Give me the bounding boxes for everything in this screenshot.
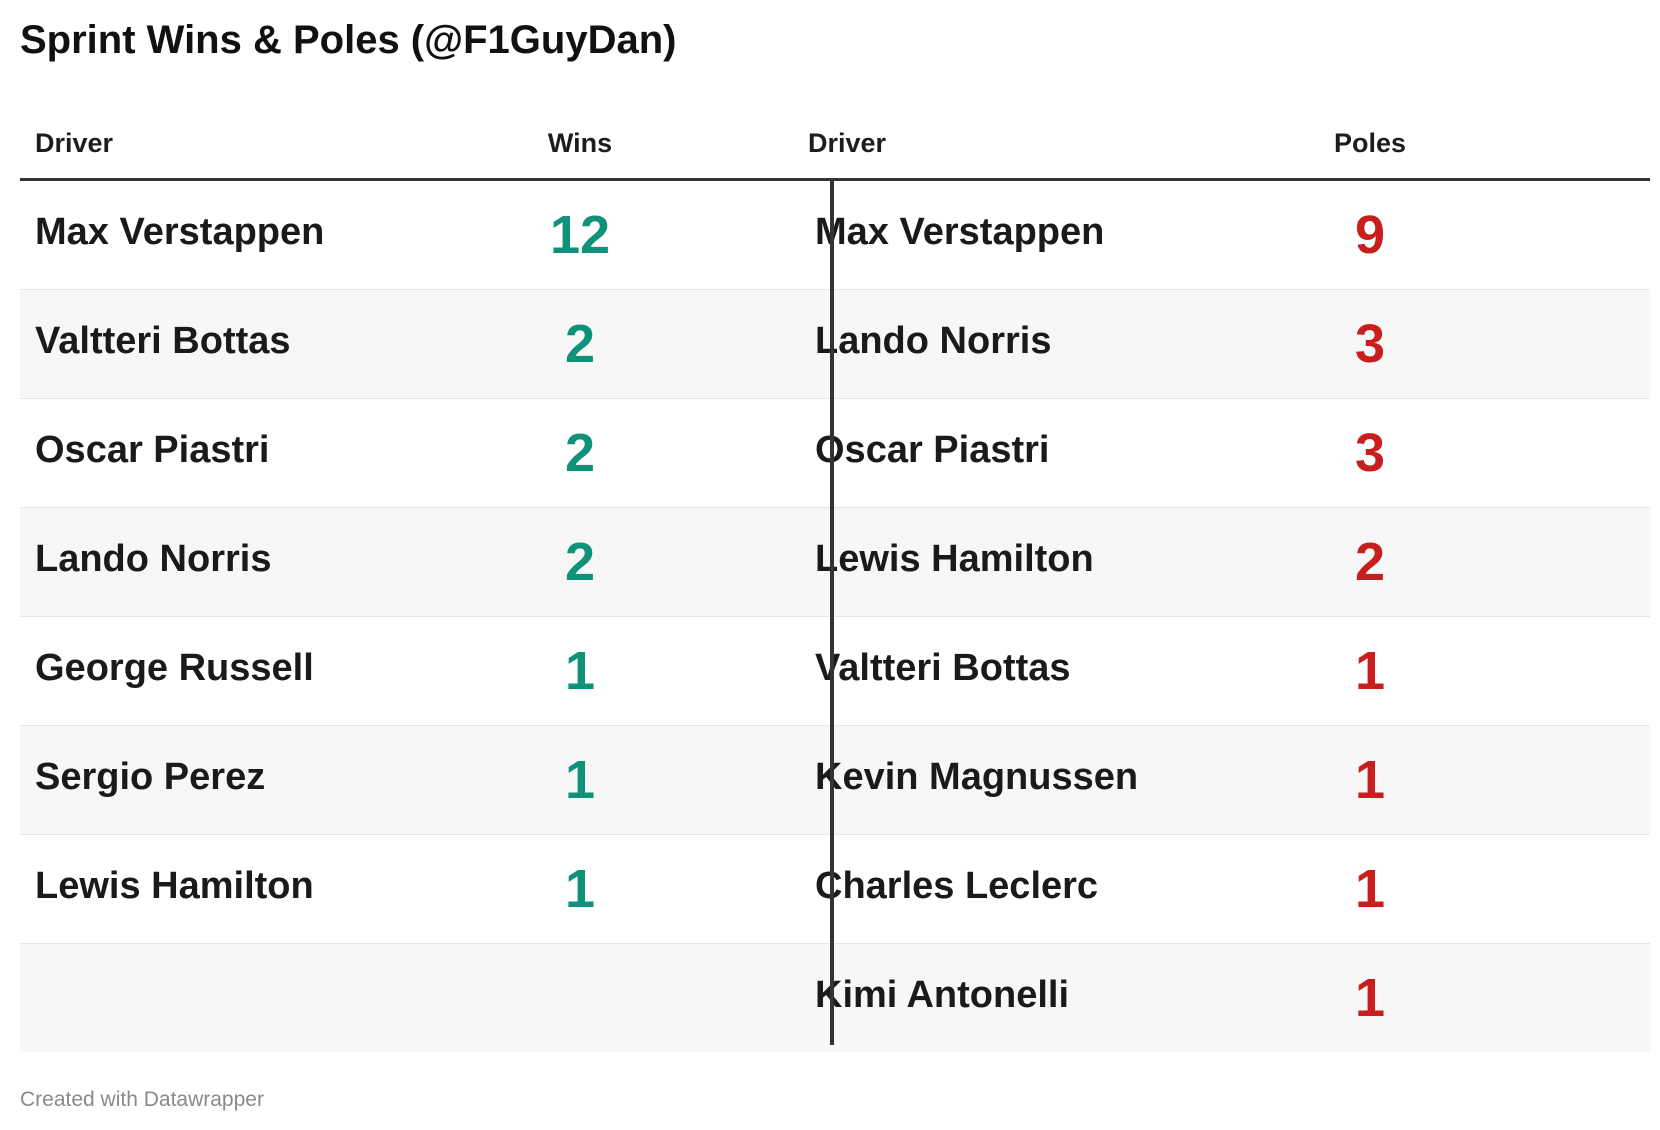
table-row: Kimi Antonelli 1 bbox=[20, 944, 1650, 1052]
poles-value: 3 bbox=[1354, 423, 1386, 483]
column-divider bbox=[830, 181, 834, 1045]
pole-driver-name: Oscar Piastri bbox=[815, 429, 1050, 471]
pole-driver-name: Lando Norris bbox=[815, 320, 1052, 362]
table-row: Sergio Perez 1 Kevin Magnussen 1 bbox=[20, 726, 1650, 835]
wins-value: 12 bbox=[549, 205, 611, 265]
header-left-driver: Driver bbox=[35, 128, 114, 158]
header-poles: Poles bbox=[1333, 128, 1407, 158]
win-driver-name: Lando Norris bbox=[35, 538, 272, 580]
wins-value: 1 bbox=[564, 750, 596, 810]
win-driver-name: Sergio Perez bbox=[35, 756, 266, 798]
poles-value: 9 bbox=[1354, 205, 1386, 265]
wins-value: 2 bbox=[564, 314, 596, 374]
poles-value: 3 bbox=[1354, 314, 1386, 374]
win-driver-name: Lewis Hamilton bbox=[35, 865, 314, 907]
win-driver-name: Max Verstappen bbox=[35, 211, 325, 253]
table-header: Driver Wins Driver Poles bbox=[20, 110, 1650, 181]
pole-driver-name: Lewis Hamilton bbox=[815, 538, 1094, 580]
table-row: Lando Norris 2 Lewis Hamilton 2 bbox=[20, 508, 1650, 617]
win-driver-name: Oscar Piastri bbox=[35, 429, 270, 471]
footer-credit: Created with Datawrapper bbox=[20, 1088, 264, 1111]
wins-value: 1 bbox=[564, 641, 596, 701]
results-table: Driver Wins Driver Poles Max Verstappen 1… bbox=[20, 110, 1650, 1052]
header-wins: Wins bbox=[547, 128, 613, 158]
poles-value: 1 bbox=[1354, 750, 1386, 810]
poles-value: 2 bbox=[1354, 532, 1386, 592]
header-right-driver: Driver bbox=[808, 128, 887, 158]
wins-value: 2 bbox=[564, 423, 596, 483]
chart-title: Sprint Wins & Poles (@F1GuyDan) bbox=[20, 18, 677, 62]
pole-driver-name: Max Verstappen bbox=[815, 211, 1105, 253]
wins-value: 1 bbox=[564, 859, 596, 919]
win-driver-name: George Russell bbox=[35, 647, 314, 689]
pole-driver-name: Kimi Antonelli bbox=[815, 974, 1070, 1016]
table-row: Lewis Hamilton 1 Charles Leclerc 1 bbox=[20, 835, 1650, 944]
pole-driver-name: Kevin Magnussen bbox=[815, 756, 1139, 798]
table-row: Oscar Piastri 2 Oscar Piastri 3 bbox=[20, 399, 1650, 508]
table-row: Valtteri Bottas 2 Lando Norris 3 bbox=[20, 290, 1650, 399]
table-row: Max Verstappen 12 Max Verstappen 9 bbox=[20, 181, 1650, 290]
poles-value: 1 bbox=[1354, 968, 1386, 1028]
wins-value: 2 bbox=[564, 532, 596, 592]
win-driver-name: Valtteri Bottas bbox=[35, 320, 291, 362]
table-body: Max Verstappen 12 Max Verstappen 9 Valtteri … bbox=[20, 181, 1650, 1052]
table-row: George Russell 1 Valtteri Bottas 1 bbox=[20, 617, 1650, 726]
poles-value: 1 bbox=[1354, 859, 1386, 919]
pole-driver-name: Valtteri Bottas bbox=[815, 647, 1071, 689]
pole-driver-name: Charles Leclerc bbox=[815, 865, 1099, 907]
poles-value: 1 bbox=[1354, 641, 1386, 701]
